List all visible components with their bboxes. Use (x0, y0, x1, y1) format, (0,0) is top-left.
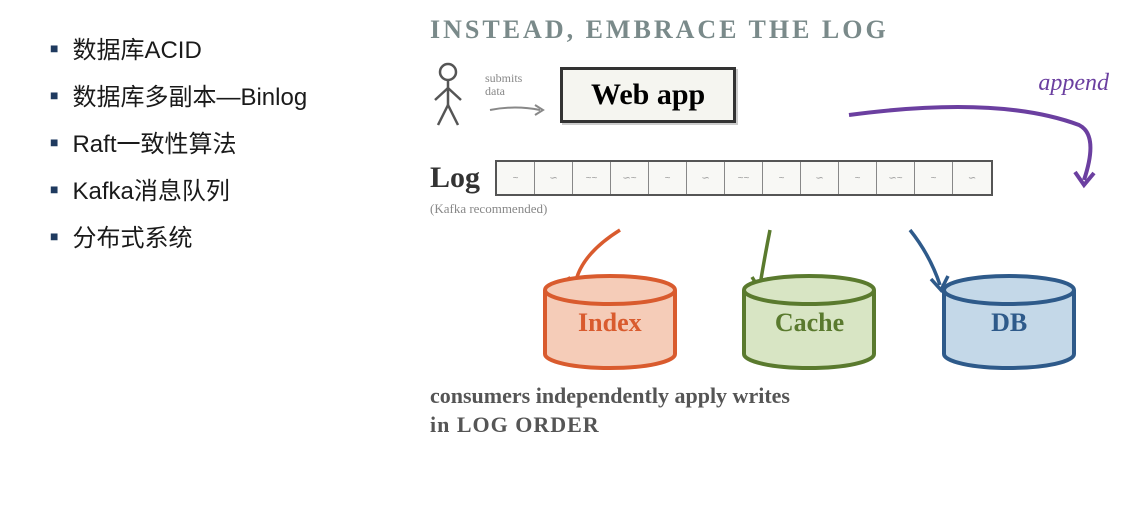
log-cell: ~ (839, 162, 877, 194)
log-cell: ~~ (725, 162, 763, 194)
log-cell: ∽~ (611, 162, 649, 194)
bullet-list: 数据库ACID 数据库多副本—Binlog Raft一致性算法 Kafka消息队… (50, 30, 430, 253)
list-item: 数据库多副本—Binlog (50, 77, 430, 112)
webapp-box: Web app (560, 67, 736, 123)
user-icon (430, 60, 480, 130)
cylinder-db: DB (934, 272, 1084, 367)
webapp-row: submits data Web app append (430, 60, 1139, 130)
log-cell: ~ (763, 162, 801, 194)
list-item: 数据库ACID (50, 30, 430, 65)
log-row: Log ~∽~~∽~~∽~~~∽~∽~~∽ (430, 160, 1139, 196)
list-item: Kafka消息队列 (50, 171, 430, 206)
cylinders-row: Index Cache DB (430, 272, 1139, 367)
log-cell: ∽ (953, 162, 991, 194)
cylinder-index: Index (535, 272, 685, 367)
log-cell: ~ (915, 162, 953, 194)
submit-arrow-icon (485, 95, 555, 125)
log-cell: ~ (649, 162, 687, 194)
diagram-panel: INSTEAD, EMBRACE THE LOG submits data (430, 0, 1139, 527)
log-boxes: ~∽~~∽~~∽~~~∽~∽~~∽ (495, 160, 993, 196)
list-item: Raft一致性算法 (50, 124, 430, 159)
log-cell: ~ (497, 162, 535, 194)
kafka-note: (Kafka recommended) (430, 201, 1139, 217)
bottom-caption: consumers independently apply writes in … (430, 382, 1139, 439)
list-item: 分布式系统 (50, 218, 430, 253)
log-cell: ∽ (687, 162, 725, 194)
log-cell: ∽~ (877, 162, 915, 194)
append-label: append (1038, 70, 1109, 97)
diagram-title: INSTEAD, EMBRACE THE LOG (430, 15, 1139, 45)
log-cell: ∽ (535, 162, 573, 194)
log-cell: ~~ (573, 162, 611, 194)
log-cell: ∽ (801, 162, 839, 194)
bullet-panel: 数据库ACID 数据库多副本—Binlog Raft一致性算法 Kafka消息队… (0, 0, 430, 527)
cylinder-cache: Cache (734, 272, 884, 367)
log-label: Log (430, 161, 480, 195)
